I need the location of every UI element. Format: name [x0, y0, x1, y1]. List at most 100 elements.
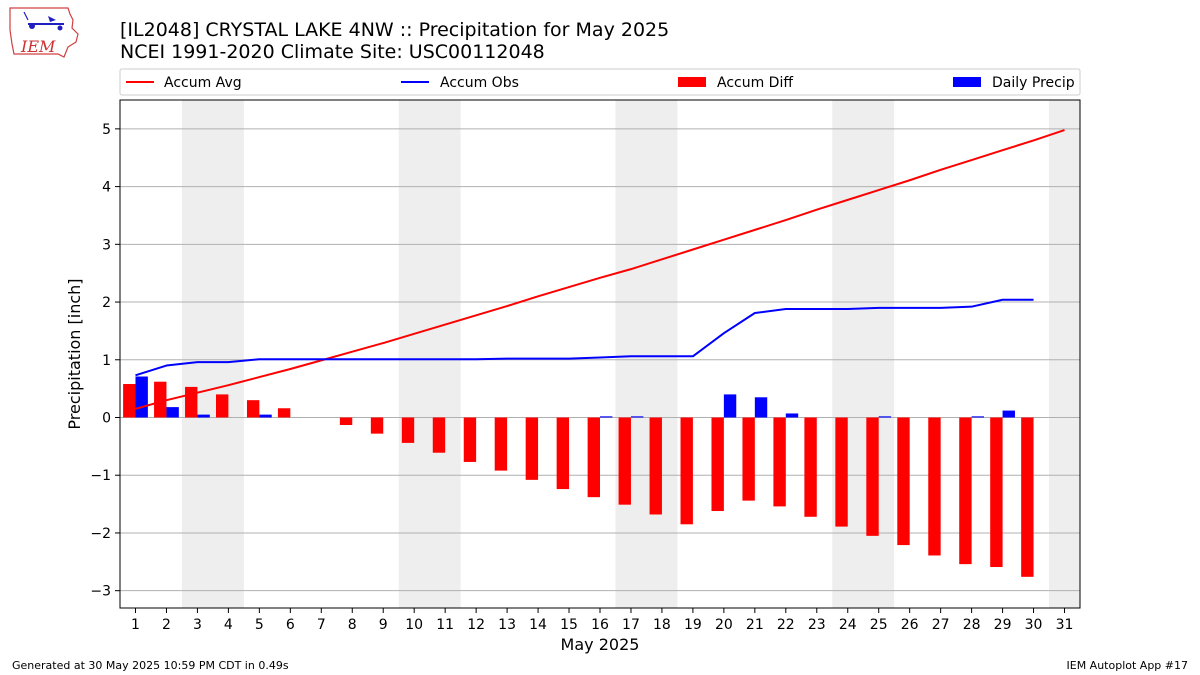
accum-diff-bar [339, 417, 353, 426]
x-tick-label: 4 [224, 617, 233, 633]
accum-diff-bar [866, 417, 879, 536]
x-tick-label: 21 [746, 617, 764, 633]
legend-swatch-accum-diff [678, 77, 706, 87]
weekend-shade-band [832, 100, 895, 608]
legend-label-accum-diff: Accum Diff [717, 75, 793, 91]
x-tick-label: 11 [436, 617, 454, 633]
accum-diff-bar [370, 417, 384, 434]
legend-item-accum-obs: Accum Obs [401, 75, 519, 91]
legend-item-accum-avg: Accum Avg [126, 75, 242, 91]
y-tick-label: 4 [102, 180, 111, 196]
x-tick-label: 3 [193, 617, 202, 633]
accum-diff-bar [928, 417, 941, 556]
x-tick-label: 8 [348, 617, 357, 633]
accum-diff-bar [711, 417, 724, 512]
x-tick-label: 12 [467, 617, 485, 633]
legend-item-accum-diff: Accum Diff [678, 75, 793, 91]
legend-item-daily-precip: Daily Precip [953, 75, 1075, 91]
accum-diff-bar [649, 417, 662, 515]
x-tick-label: 15 [560, 617, 578, 633]
accum-diff-bar [556, 417, 570, 490]
y-tick-label: 1 [102, 353, 111, 369]
accum-diff-bar [432, 417, 446, 453]
daily-precip-bar [754, 397, 768, 418]
y-tick-label: 2 [102, 295, 111, 311]
y-tick-label: 5 [102, 122, 111, 138]
x-tick-label: 27 [932, 617, 950, 633]
x-tick-label: 29 [994, 617, 1012, 633]
x-axis-label: May 2025 [561, 635, 640, 654]
daily-precip-bar [878, 416, 892, 418]
x-tick-label: 26 [901, 617, 919, 633]
iem-logo: IEM [9, 7, 79, 58]
accum-diff-bar [1021, 417, 1034, 577]
daily-precip-bar [723, 394, 737, 418]
accum-diff-bar [897, 417, 910, 546]
accum-diff-bar [216, 394, 229, 418]
legend: Accum Avg Accum Obs Accum Diff Daily Pre… [119, 68, 1081, 96]
x-tick-label: 14 [529, 617, 547, 633]
accum-diff-bar [123, 384, 136, 418]
chart-title: [IL2048] CRYSTAL LAKE 4NW :: Precipitati… [120, 19, 669, 41]
daily-precip-bar [630, 416, 644, 418]
legend-label-accum-obs: Accum Obs [440, 75, 519, 91]
bar-series [123, 376, 1034, 577]
x-tick-label: 28 [963, 617, 981, 633]
accum-obs-line [135, 298, 1034, 377]
accum-diff-bar [525, 417, 539, 480]
daily-precip-bar [135, 376, 148, 418]
accum-diff-bar [185, 386, 198, 418]
weekend-shade-band [181, 100, 244, 608]
accum-diff-bar [680, 417, 693, 525]
x-tick-label: 23 [808, 617, 826, 633]
y-axis-ticks: −3 −2 −1 0 1 2 3 4 5 [90, 122, 120, 600]
y-tick-label: −3 [90, 584, 111, 600]
x-tick-label: 6 [286, 617, 295, 633]
accum-diff-bar [494, 417, 508, 471]
y-tick-label: 3 [102, 237, 111, 253]
accum-diff-bar [463, 417, 477, 462]
x-tick-label: 10 [405, 617, 423, 633]
accum-diff-bar [959, 417, 972, 565]
x-tick-label: 16 [591, 617, 609, 633]
x-tick-label: 22 [777, 617, 795, 633]
footer-app-text: IEM Autoplot App #17 [1067, 659, 1189, 672]
legend-box [119, 68, 1081, 96]
x-tick-label: 19 [684, 617, 702, 633]
accum-diff-bar [742, 417, 755, 501]
accum-diff-bar [990, 417, 1003, 568]
x-tick-label: 9 [379, 617, 388, 633]
x-tick-label: 31 [1056, 617, 1074, 633]
footer-generated-text: Generated at 30 May 2025 10:59 PM CDT in… [12, 659, 289, 672]
accum-diff-bar [835, 417, 848, 527]
x-axis-ticks: 1 2 3 4 5 6 7 8 9 10 11 12 13 14 15 16 17 18 19 20 21 22 23 24 2… [131, 608, 1073, 633]
iem-logo-text: IEM [20, 37, 56, 56]
legend-label-accum-avg: Accum Avg [164, 75, 242, 91]
daily-precip-bar [1002, 410, 1015, 418]
x-tick-label: 18 [653, 617, 671, 633]
accum-diff-bar [618, 417, 631, 505]
x-tick-label: 30 [1025, 617, 1043, 633]
daily-precip-bar [785, 413, 799, 418]
y-axis-label: Precipitation [inch] [65, 278, 84, 429]
y-tick-label: −2 [90, 526, 111, 542]
x-tick-label: 2 [162, 617, 171, 633]
daily-precip-bar [971, 416, 984, 418]
x-tick-label: 17 [622, 617, 640, 633]
accum-diff-bar [154, 381, 167, 418]
weekend-shade-band [398, 100, 461, 608]
weekend-shading [181, 100, 1080, 608]
accum-avg-line [135, 129, 1065, 410]
daily-precip-bar [197, 414, 210, 418]
daily-precip-bar [166, 407, 179, 418]
x-tick-label: 25 [870, 617, 888, 633]
daily-precip-bar [600, 416, 613, 418]
accum-diff-bar [401, 417, 415, 443]
accum-diff-bar [773, 417, 786, 507]
weekend-shade-band [1049, 100, 1080, 608]
x-tick-label: 1 [131, 617, 140, 633]
x-tick-label: 5 [255, 617, 264, 633]
legend-swatch-daily-precip [953, 77, 981, 87]
